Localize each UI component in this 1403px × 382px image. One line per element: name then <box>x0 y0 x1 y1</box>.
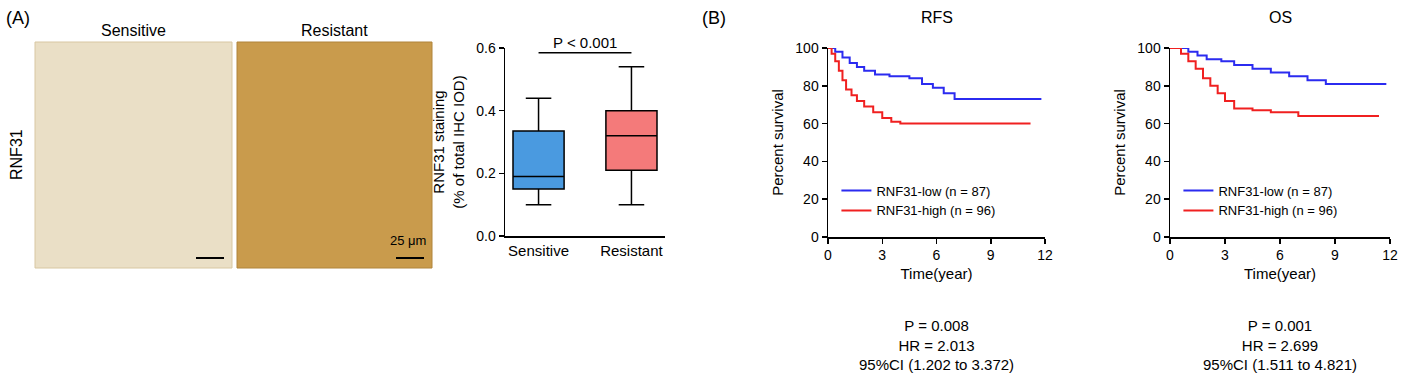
svg-text:Time(year): Time(year) <box>901 265 973 282</box>
svg-text:20: 20 <box>1145 191 1161 207</box>
svg-text:12: 12 <box>1037 247 1053 263</box>
svg-text:RFS: RFS <box>921 9 953 26</box>
svg-text:0: 0 <box>824 247 832 263</box>
svg-text:RNF31-high (n = 96): RNF31-high (n = 96) <box>1218 203 1337 218</box>
svg-text:3: 3 <box>1221 247 1229 263</box>
svg-text:6: 6 <box>933 247 941 263</box>
svg-text:0.6: 0.6 <box>476 40 496 56</box>
svg-text:0.4: 0.4 <box>476 103 496 119</box>
svg-text:100: 100 <box>1137 40 1161 56</box>
svg-text:P = 0.001HR = 2.69995%CI (1.51: P = 0.001HR = 2.69995%CI (1.511 to 4.821… <box>1203 317 1357 373</box>
svg-text:0.2: 0.2 <box>476 165 496 181</box>
svg-text:80: 80 <box>803 78 819 94</box>
svg-text:6: 6 <box>1276 247 1284 263</box>
svg-text:RNF31: RNF31 <box>8 129 25 180</box>
svg-text:100: 100 <box>795 40 819 56</box>
svg-text:80: 80 <box>1145 78 1161 94</box>
svg-text:20: 20 <box>803 191 819 207</box>
svg-text:Sensitive: Sensitive <box>101 22 166 39</box>
svg-text:Percent survival: Percent survival <box>1111 89 1128 196</box>
svg-text:RNF31-high (n = 96): RNF31-high (n = 96) <box>876 203 995 218</box>
svg-text:3: 3 <box>878 247 886 263</box>
svg-text:Resistant: Resistant <box>600 242 663 259</box>
svg-text:RNF31-low (n = 87): RNF31-low (n = 87) <box>876 184 990 199</box>
svg-text:25 μm: 25 μm <box>390 233 426 248</box>
svg-text:Resistant: Resistant <box>301 22 368 39</box>
svg-text:P = 0.008HR = 2.01395%CI (1.20: P = 0.008HR = 2.01395%CI (1.202 to 3.372… <box>859 317 1014 373</box>
svg-text:0: 0 <box>811 229 819 245</box>
svg-text:RNF31 staining(% of total IHC: RNF31 staining(% of total IHC IOD) <box>430 75 467 208</box>
svg-text:P < 0.001: P < 0.001 <box>553 34 617 51</box>
svg-text:Time(year): Time(year) <box>1244 265 1316 282</box>
svg-text:40: 40 <box>1145 153 1161 169</box>
svg-text:0.0: 0.0 <box>476 228 496 244</box>
svg-text:12: 12 <box>1382 247 1398 263</box>
svg-text:0: 0 <box>1153 229 1161 245</box>
svg-text:(B): (B) <box>702 8 726 28</box>
svg-text:Percent survival: Percent survival <box>769 89 786 196</box>
svg-text:Sensitive: Sensitive <box>508 242 569 259</box>
svg-text:0: 0 <box>1166 247 1174 263</box>
svg-text:9: 9 <box>987 247 995 263</box>
svg-text:40: 40 <box>803 153 819 169</box>
svg-text:RNF31-low (n = 87): RNF31-low (n = 87) <box>1218 184 1332 199</box>
svg-text:60: 60 <box>1145 116 1161 132</box>
svg-text:60: 60 <box>803 116 819 132</box>
svg-text:9: 9 <box>1331 247 1339 263</box>
svg-text:(A): (A) <box>6 8 30 28</box>
svg-text:OS: OS <box>1269 9 1292 26</box>
